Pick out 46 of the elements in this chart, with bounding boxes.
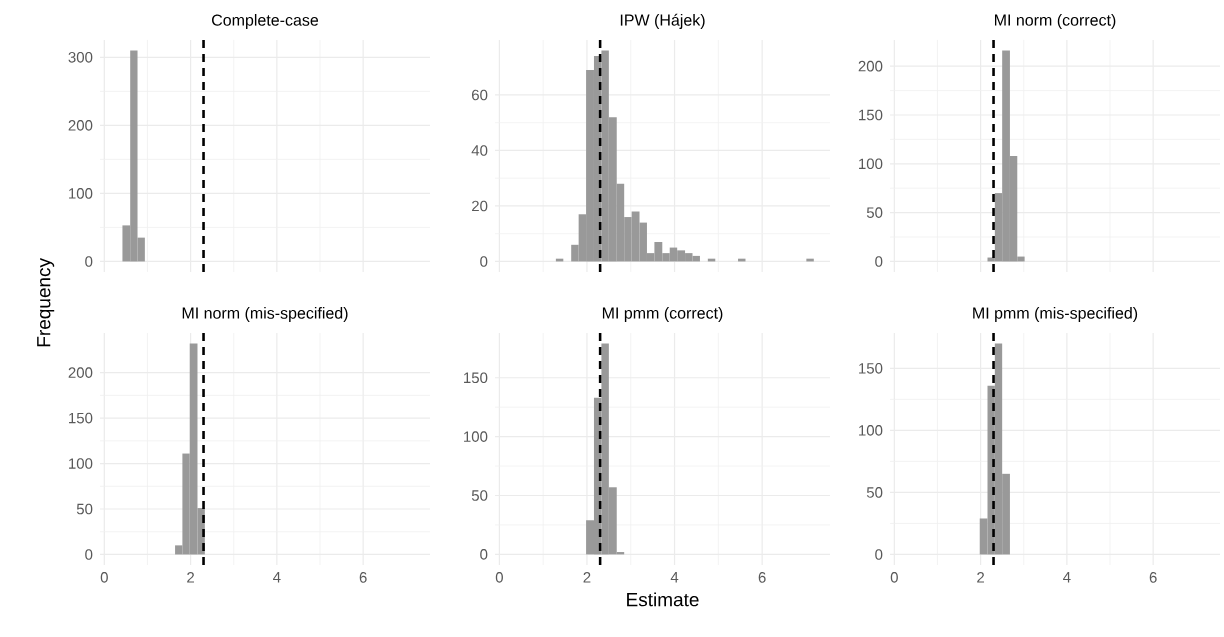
x-tick-label: 0	[890, 572, 898, 583]
y-axis-title: Frequency	[37, 257, 55, 347]
x-tick-label: 4	[1063, 572, 1071, 583]
x-tick-label: 6	[359, 572, 367, 583]
chart-title: MI norm (correct)	[995, 14, 1116, 29]
y-tick-label: 60	[472, 89, 488, 101]
y-tick-label: 100	[859, 158, 883, 170]
y-tick-label: 0	[480, 549, 488, 560]
y-tick-label: 40	[471, 145, 488, 156]
y-tick-label: 0	[85, 549, 93, 560]
y-tick-label: 100	[859, 425, 883, 436]
x-tick-label: 0	[495, 572, 503, 583]
y-tick-label: 150	[464, 372, 488, 384]
chart-title: MI pmm (correct)	[602, 307, 723, 322]
chart-title: IPW (Hájek)	[620, 13, 705, 29]
y-tick-label: 200	[68, 367, 93, 378]
x-axis-title: Estimate	[627, 592, 699, 607]
chart-title: MI pmm (mis-specified)	[973, 307, 1138, 322]
y-tick-label: 50	[866, 207, 883, 218]
y-tick-label: 50	[866, 487, 883, 498]
y-tick-label: 100	[69, 188, 93, 199]
y-tick-label: 300	[68, 52, 93, 63]
y-tick-label: 50	[471, 490, 488, 501]
y-tick-label: 150	[69, 412, 93, 424]
x-tick-label: 0	[100, 572, 108, 583]
chart-title: Complete-case	[212, 14, 319, 29]
y-tick-label: 0	[875, 549, 883, 560]
x-tick-label: 2	[187, 572, 195, 583]
y-tick-label: 150	[859, 109, 883, 121]
x-tick-label: 4	[670, 572, 679, 583]
y-tick-label: 0	[85, 256, 93, 267]
y-tick-label: 50	[76, 503, 93, 515]
y-tick-label: 200	[68, 120, 93, 131]
x-tick-label: 2	[977, 572, 985, 583]
y-tick-label: 100	[464, 431, 488, 442]
y-tick-label: 200	[858, 60, 883, 72]
y-tick-label: 0	[480, 256, 488, 267]
y-tick-label: 20	[472, 200, 488, 212]
x-tick-label: 6	[1149, 572, 1157, 583]
x-tick-label: 2	[583, 572, 591, 583]
y-tick-label: 0	[875, 256, 883, 267]
x-tick-label: 6	[758, 572, 766, 583]
chart-title: MI norm (mis-specified)	[182, 307, 348, 322]
x-tick-label: 4	[273, 572, 281, 583]
y-tick-label: 150	[859, 363, 883, 374]
y-tick-label: 100	[69, 458, 93, 469]
